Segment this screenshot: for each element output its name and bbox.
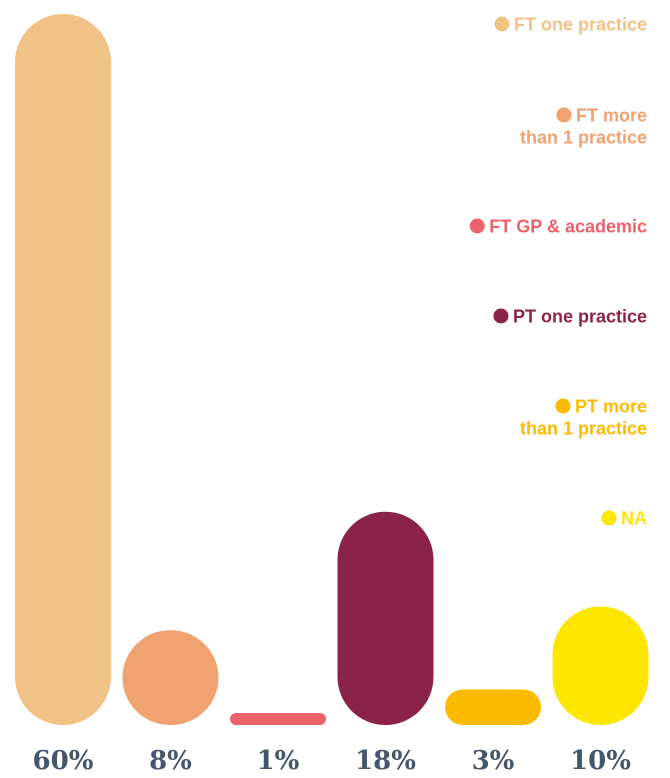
value-label-5: 3% — [472, 746, 515, 776]
legend-dot-2 — [556, 107, 572, 123]
legend-label: NA — [621, 509, 647, 529]
legend-dot-4 — [493, 308, 509, 324]
value-label-2: 8% — [149, 746, 192, 776]
legend-item-4: PT one practice — [493, 307, 647, 327]
legend-label: FT one practice — [514, 15, 647, 35]
bar-2 — [122, 630, 219, 725]
legend-item-6: NA — [601, 509, 647, 529]
legend-item-1: FT one practice — [494, 15, 647, 35]
legend-dot-3 — [469, 218, 485, 234]
legend-label: FT GP & academic — [489, 217, 647, 237]
bar-4 — [337, 511, 434, 725]
bar-5 — [445, 689, 541, 725]
bars-group — [15, 14, 649, 725]
legend-item-3: FT GP & academic — [469, 217, 647, 237]
legend-label: FT more — [576, 106, 647, 126]
bar-3 — [230, 713, 326, 725]
legend-dot-5 — [555, 398, 571, 414]
legend-label: PT one practice — [513, 307, 647, 327]
value-label-6: 10% — [570, 746, 631, 776]
legend-label: than 1 practice — [520, 128, 647, 148]
legend-label: PT more — [575, 397, 647, 417]
bar-6 — [552, 606, 649, 725]
legend-dot-6 — [601, 510, 617, 526]
value-label-4: 18% — [355, 746, 416, 776]
legend-label: than 1 practice — [520, 419, 647, 439]
value-label-3: 1% — [257, 746, 300, 776]
value-label-1: 60% — [33, 746, 94, 776]
legend-dot-1 — [494, 16, 510, 32]
value-labels-group: 60% 8% 1% 18% 3% 10% — [33, 746, 632, 776]
bar-1 — [15, 14, 111, 725]
